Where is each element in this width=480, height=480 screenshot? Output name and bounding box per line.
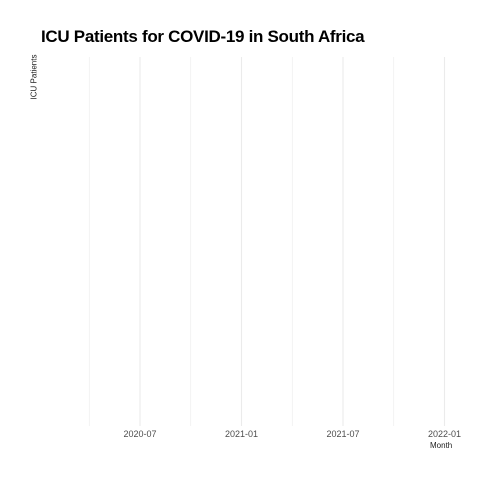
x-tick-label: 2021-07: [326, 429, 359, 439]
x-axis-title: Month: [430, 441, 453, 450]
y-axis-title: ICU Patients: [29, 54, 39, 100]
chart-title: ICU Patients for COVID-19 in South Afric…: [41, 27, 365, 46]
x-axis-tick-labels: 2020-07 2021-01 2021-07 2022-01: [123, 429, 461, 439]
x-tick-label: 2021-01: [225, 429, 258, 439]
x-tick-label: 2020-07: [123, 429, 156, 439]
gridlines: [88, 57, 446, 426]
x-tick-label: 2022-01: [428, 429, 461, 439]
